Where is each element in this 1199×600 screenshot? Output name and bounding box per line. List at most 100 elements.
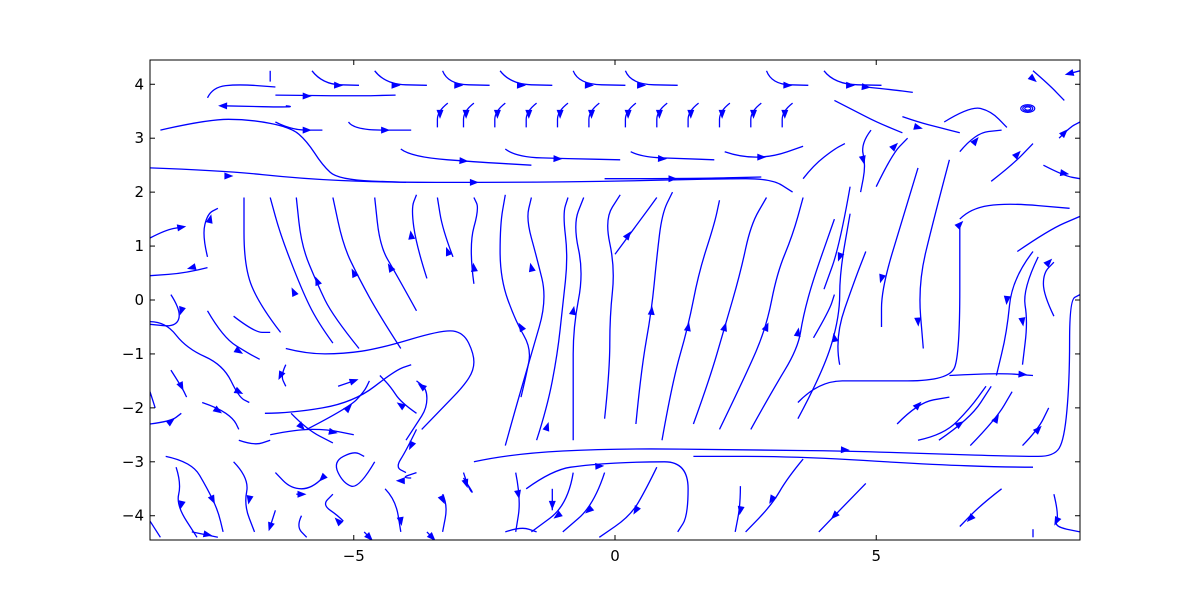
streamline-37: [875, 137, 909, 187]
streamline-100: [150, 391, 156, 409]
streamline-55: [693, 455, 1034, 468]
streamline-38: [902, 115, 960, 134]
streamline-53: [949, 373, 1034, 377]
arrowhead-15: [846, 81, 856, 89]
arrowhead-26: [718, 109, 726, 119]
streamline-83: [233, 461, 256, 533]
arrowhead-69: [461, 478, 469, 489]
arrowhead-53: [1018, 370, 1028, 378]
arrowhead-6: [381, 126, 391, 134]
streamline-10: [441, 70, 490, 86]
arrowhead-38: [913, 123, 923, 130]
streamline-121: [603, 194, 621, 419]
arrowhead-132: [954, 421, 964, 430]
streamline-49: [919, 159, 951, 349]
streamline-30: [504, 148, 621, 161]
arrowhead-0: [469, 178, 479, 186]
arrowhead-56: [840, 446, 850, 454]
streamline-135: [917, 385, 987, 441]
arrowhead-134: [1032, 425, 1042, 435]
arrowhead-5: [302, 126, 312, 134]
streamline-68: [515, 472, 520, 533]
streamline-66: [531, 472, 574, 533]
arrowhead-17: [436, 109, 444, 119]
streamline-105: [150, 266, 208, 277]
arrowhead-115: [470, 262, 478, 273]
arrowhead-46: [954, 220, 964, 230]
arrowhead-93: [348, 378, 359, 386]
arrowhead-13: [637, 81, 647, 89]
arrowhead-112: [387, 263, 396, 273]
arrowhead-18: [462, 109, 470, 119]
arrowhead-130: [831, 332, 839, 343]
arrowhead-110: [315, 276, 322, 287]
streamline-33: [604, 176, 762, 180]
streamline-47: [1016, 215, 1080, 253]
arrowhead-88: [328, 427, 338, 435]
streamline-78: [274, 472, 323, 490]
streamline-4: [223, 105, 291, 108]
spiral-loop-1: [1022, 105, 1034, 112]
arrowhead-118: [528, 262, 536, 273]
streamline-80: [298, 515, 308, 538]
streamline-104: [233, 315, 271, 334]
arrowhead-136: [1043, 258, 1053, 268]
arrowhead-71: [437, 494, 445, 505]
streamline-111: [332, 197, 402, 349]
arrowhead-126: [761, 322, 769, 333]
arrowhead-76: [395, 477, 405, 485]
streamline-54: [797, 224, 961, 403]
arrowhead-20: [525, 109, 533, 119]
streamline-123: [614, 197, 658, 255]
streamline-88: [270, 428, 354, 436]
arrowhead-44: [1059, 129, 1068, 139]
streamline-52: [1021, 256, 1039, 365]
streamlines-layer: [150, 70, 1080, 538]
streamline-12: [572, 70, 626, 86]
streamline-63: [734, 486, 742, 533]
arrowhead-27: [750, 109, 757, 119]
arrowhead-68: [514, 489, 521, 500]
arrowhead-78: [318, 472, 328, 482]
y-tick-label: 0: [134, 291, 144, 309]
x-axis-ticks: −5 0 5: [343, 60, 881, 565]
streamline-58: [745, 458, 804, 533]
arrowhead-59: [830, 510, 840, 520]
arrowhead-125: [720, 322, 727, 332]
arrowhead-10: [454, 81, 464, 89]
arrowhead-103: [233, 346, 244, 354]
streamline-103: [206, 310, 260, 360]
streamline-42: [1032, 70, 1065, 101]
streamline-124: [661, 200, 721, 441]
streamline-41: [990, 143, 1034, 182]
streamline-0: [150, 167, 793, 193]
y-tick-label: −1: [122, 345, 144, 363]
arrowhead-133: [991, 414, 999, 424]
arrowhead-119: [542, 421, 550, 432]
arrowhead-28: [781, 109, 789, 119]
arrowhead-22: [588, 109, 595, 119]
streamline-84: [175, 467, 198, 538]
arrowhead-127: [793, 327, 801, 337]
arrowhead-81: [268, 521, 275, 532]
arrowhead-72: [426, 531, 436, 540]
arrowhead-36: [858, 155, 866, 165]
arrowhead-31: [657, 155, 667, 163]
arrowhead-32: [757, 153, 767, 161]
arrowhead-57: [595, 462, 605, 470]
streamline-16: [865, 86, 913, 94]
arrowhead-16: [861, 83, 871, 91]
arrowhead-9: [391, 81, 401, 89]
arrowhead-87: [202, 530, 213, 538]
streamline-102: [150, 294, 180, 327]
streamline-40: [959, 129, 1002, 153]
arrowhead-24: [655, 109, 663, 119]
arrowhead-95: [278, 370, 286, 381]
streamline-90: [405, 380, 428, 441]
streamline-127: [750, 218, 836, 430]
arrowhead-66: [553, 510, 563, 519]
arrowhead-11: [516, 81, 526, 89]
arrowhead-107: [205, 214, 213, 224]
arrowhead-90: [417, 383, 428, 392]
arrowhead-117: [518, 322, 527, 333]
